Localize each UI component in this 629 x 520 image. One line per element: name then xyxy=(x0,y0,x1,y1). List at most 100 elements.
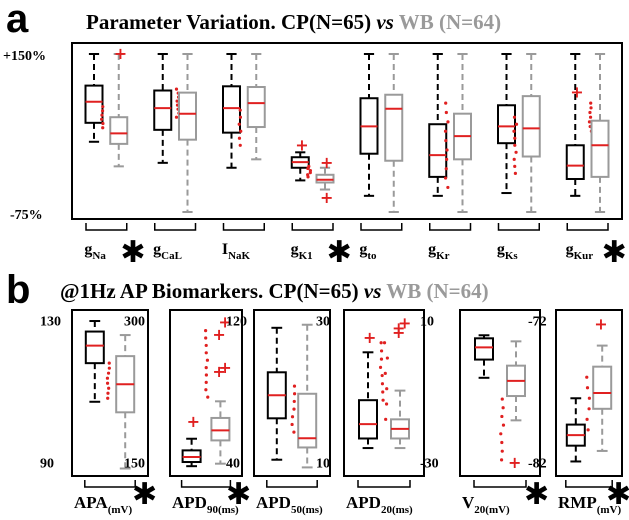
box-a-wb-gNa-outlier xyxy=(100,113,104,117)
significance-star-icon: ✱ xyxy=(327,235,352,270)
subplot-label: V20(mV) xyxy=(462,493,510,516)
box-b-wb-APD20(ms)-outlier-plus: + xyxy=(392,323,405,342)
box-b-wb-APD50(ms) xyxy=(290,323,318,469)
box-a-cp-gK1-outlier-plus: + xyxy=(295,135,308,154)
box-b-wb-APD20(ms): +++ xyxy=(382,314,411,450)
box-a-cp-gCaL-outlier xyxy=(174,87,179,91)
box-a-wb-gK1-outlier xyxy=(308,168,313,173)
box-a-wb-gKr-outlier xyxy=(445,148,449,152)
box-a-wb-gKs-outlier xyxy=(512,129,516,133)
significance-star-icon: ✱ xyxy=(226,477,251,512)
box-a-wb-INaK-outlier xyxy=(238,108,242,112)
box-b-wb-APD90(ms)-outlier xyxy=(204,336,208,340)
box-b-wb-RMP(mV)-outlier xyxy=(585,386,590,390)
box-a-wb-gKs-outlier xyxy=(513,143,517,147)
box-b-cp-APA(mV)-iqr xyxy=(84,330,105,365)
subplot-ytick-bottom: -82 xyxy=(528,457,547,472)
box-a-wb-gK1-outlier xyxy=(307,164,311,168)
box-a-cp-gNa-iqr xyxy=(84,84,104,124)
box-a-wb-gKs-outlier xyxy=(514,122,519,126)
box-b-wb-APD20(ms)-outlier xyxy=(385,356,389,360)
box-b-cp-V20(mV) xyxy=(474,334,494,379)
box-a-cp-gKs xyxy=(497,53,516,195)
category-sub: CaL xyxy=(161,250,182,262)
category-text: gKur xyxy=(566,241,594,262)
subplot-frame xyxy=(169,309,243,477)
box-a-cp-INaK xyxy=(222,53,241,169)
box-a-wb-gKur-iqr xyxy=(590,119,610,178)
subplot-APD50(ms): 120 40 APD50(ms) xyxy=(226,309,331,516)
box-a-wb-gKr-outlier xyxy=(444,110,448,115)
box-b-wb-V20(mV)-outlier xyxy=(499,458,504,462)
box-a-wb-gKs-outlier xyxy=(512,115,517,119)
box-b-cp-APA(mV)-outlier xyxy=(105,376,110,380)
box-a-cp-gCaL-outlier xyxy=(175,99,179,103)
box-b-cp-APA(mV)-outlier xyxy=(107,386,111,390)
box-a-wb-gKs xyxy=(512,53,541,213)
box-a-wb-gKur xyxy=(590,53,610,213)
box-a-wb-gNa-outlier xyxy=(101,105,105,109)
subplot-label-sub: (mV) xyxy=(108,504,133,516)
box-b-wb-APD20(ms)-outlier xyxy=(383,371,387,375)
box-b-wb-RMP(mV)-outlier xyxy=(587,407,591,411)
box-b-wb-V20(mV)-outlier xyxy=(500,414,504,419)
subplot-ytick-bottom: 90 xyxy=(40,457,54,472)
box-a-cp-gKur-outlier xyxy=(589,101,593,105)
box-a-wb-gKr-outlier xyxy=(444,139,448,143)
category-base: g xyxy=(153,241,161,258)
box-a-wb-gKr-outlier xyxy=(444,101,448,105)
box-a-wb-gNa-outlier xyxy=(99,117,104,121)
box-b-cp-APD20(ms)-iqr xyxy=(358,399,378,440)
subplot-bracket xyxy=(473,480,527,488)
panel-a-ytick-bottom: -75% xyxy=(10,208,43,223)
subplot-RMP(mV): + -72 -82 RMP(mV)✱ xyxy=(528,309,629,516)
box-b-cp-APD20(ms)-outlier-plus: + xyxy=(363,328,376,347)
panel-a-ytick-top: +150% xyxy=(3,49,46,64)
subplot-label-base: RMP xyxy=(558,493,597,512)
box-a-wb-gCaL xyxy=(178,53,197,213)
box-b-wb-RMP(mV)-outlier xyxy=(586,428,590,432)
category-bracket xyxy=(429,223,472,231)
box-a-wb-gKr-outlier xyxy=(445,157,449,161)
box-a-wb-gKr xyxy=(443,53,472,213)
box-b-wb-APD50(ms)-outlier xyxy=(293,392,297,396)
category-base: g xyxy=(291,241,299,258)
subplot-label-sub: (mV) xyxy=(597,504,622,516)
box-a-cp-gCaL-outlier xyxy=(174,115,179,119)
significance-star-icon: ✱ xyxy=(132,477,157,512)
box-a-cp-gKur-outlier xyxy=(588,110,592,115)
subplot-ytick-top: 300 xyxy=(124,314,145,329)
box-b-wb-V20(mV)-outlier xyxy=(500,440,504,445)
box-b-wb-APD50(ms)-outlier xyxy=(292,407,296,411)
significance-star-icon: ✱ xyxy=(606,477,629,512)
category-bracket xyxy=(497,223,540,231)
subplot-ytick-bottom: -30 xyxy=(420,457,439,472)
category-base: g xyxy=(497,241,505,258)
box-a-wb-gK1-outlier xyxy=(306,173,310,177)
panel-letter-a: a xyxy=(6,0,29,41)
category-text: gto xyxy=(359,241,377,262)
box-b-cp-APD90(ms): + xyxy=(181,412,202,468)
box-b-wb-APD90(ms)-outlier xyxy=(204,388,208,392)
box-a-cp-gKs-iqr xyxy=(497,104,516,145)
box-a-wb-gKs-outlier xyxy=(513,136,517,140)
category-text: gKr xyxy=(428,241,450,262)
box-a-cp-gKur: + xyxy=(565,53,594,197)
box-a-wb-INaK-iqr xyxy=(246,86,266,129)
subplot-bracket xyxy=(357,480,411,488)
box-a-wb-INaK-outlier xyxy=(237,136,242,140)
box-a-wb-gKs-outlier xyxy=(514,150,518,154)
box-b-wb-APD50(ms)-outlier xyxy=(290,415,295,419)
box-a-cp-gNa xyxy=(84,53,104,143)
box-a-wb-gKs-iqr xyxy=(521,95,541,158)
subplot-label: RMP(mV) xyxy=(558,493,621,516)
box-b-cp-APA(mV)-outlier xyxy=(107,361,111,365)
box-b-wb-APD90(ms): ++++ xyxy=(204,312,232,465)
category-bracket xyxy=(154,223,197,231)
panel-a-boxes: +++++ xyxy=(84,44,610,213)
box-b-wb-APD20(ms)-outlier xyxy=(385,387,389,391)
category-label-gto: gto xyxy=(359,223,403,262)
subplot-bracket xyxy=(565,480,613,488)
category-sub: K1 xyxy=(299,250,313,262)
